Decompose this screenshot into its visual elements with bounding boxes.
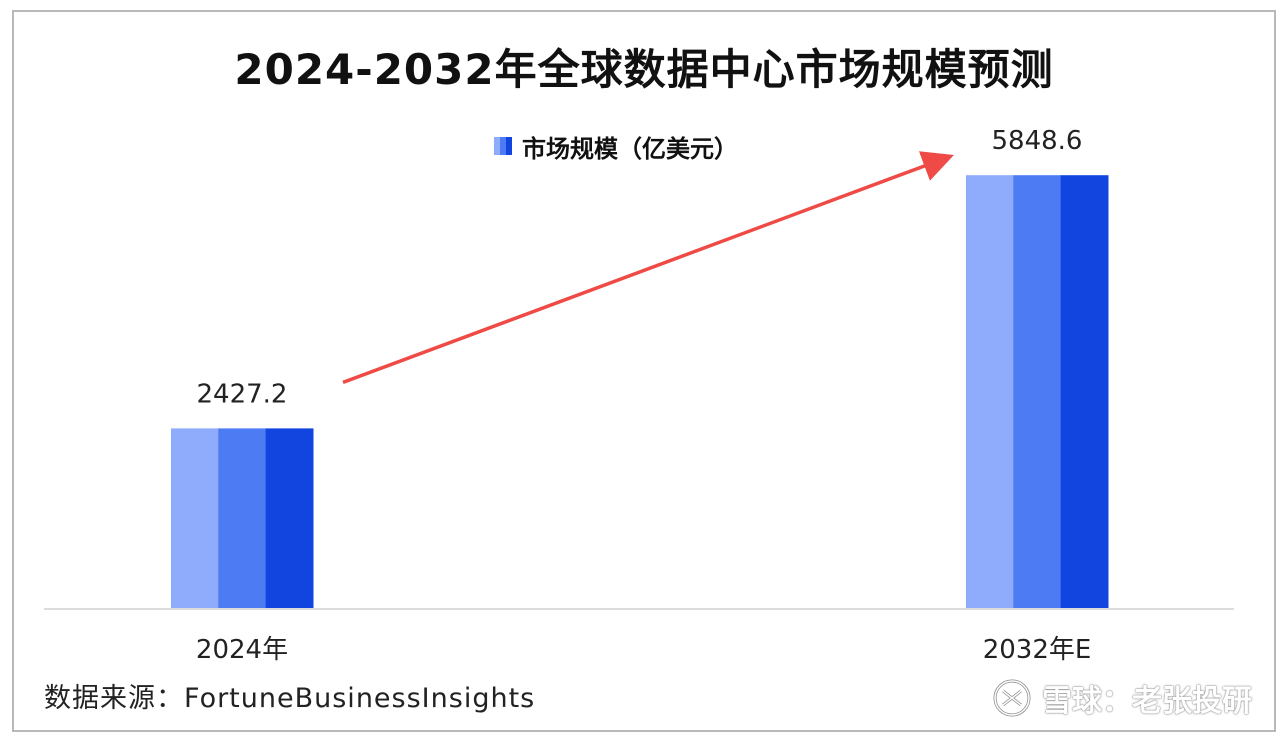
x-tick-label: 2024年 — [196, 635, 288, 665]
source-note: 数据来源：FortuneBusinessInsights — [44, 683, 536, 714]
bar-1-segment — [1060, 175, 1109, 608]
chart-legend: 市场规模（亿美元） — [494, 130, 738, 163]
bar-0-segment — [265, 428, 314, 608]
data-label: 5848.6 — [992, 126, 1083, 156]
bar-0 — [171, 428, 314, 608]
data-label: 2427.2 — [197, 379, 288, 409]
bar-0-segment — [171, 428, 219, 608]
chart-title: 2024-2032年全球数据中心市场规模预测 — [234, 45, 1054, 94]
snowball-logo-icon — [993, 679, 1031, 717]
bar-1-segment — [1013, 175, 1062, 608]
bar-1-segment — [966, 175, 1014, 608]
trend-arrow — [342, 151, 954, 385]
x-tick-label: 2032年E — [983, 635, 1092, 665]
legend-swatch — [494, 137, 512, 155]
watermark-text: 雪球：老张投研 — [1042, 684, 1252, 719]
bar-0-segment — [218, 428, 267, 608]
bar-1 — [966, 175, 1109, 608]
legend-label: 市场规模（亿美元） — [522, 134, 738, 163]
watermark: 雪球：老张投研 — [992, 676, 1252, 720]
